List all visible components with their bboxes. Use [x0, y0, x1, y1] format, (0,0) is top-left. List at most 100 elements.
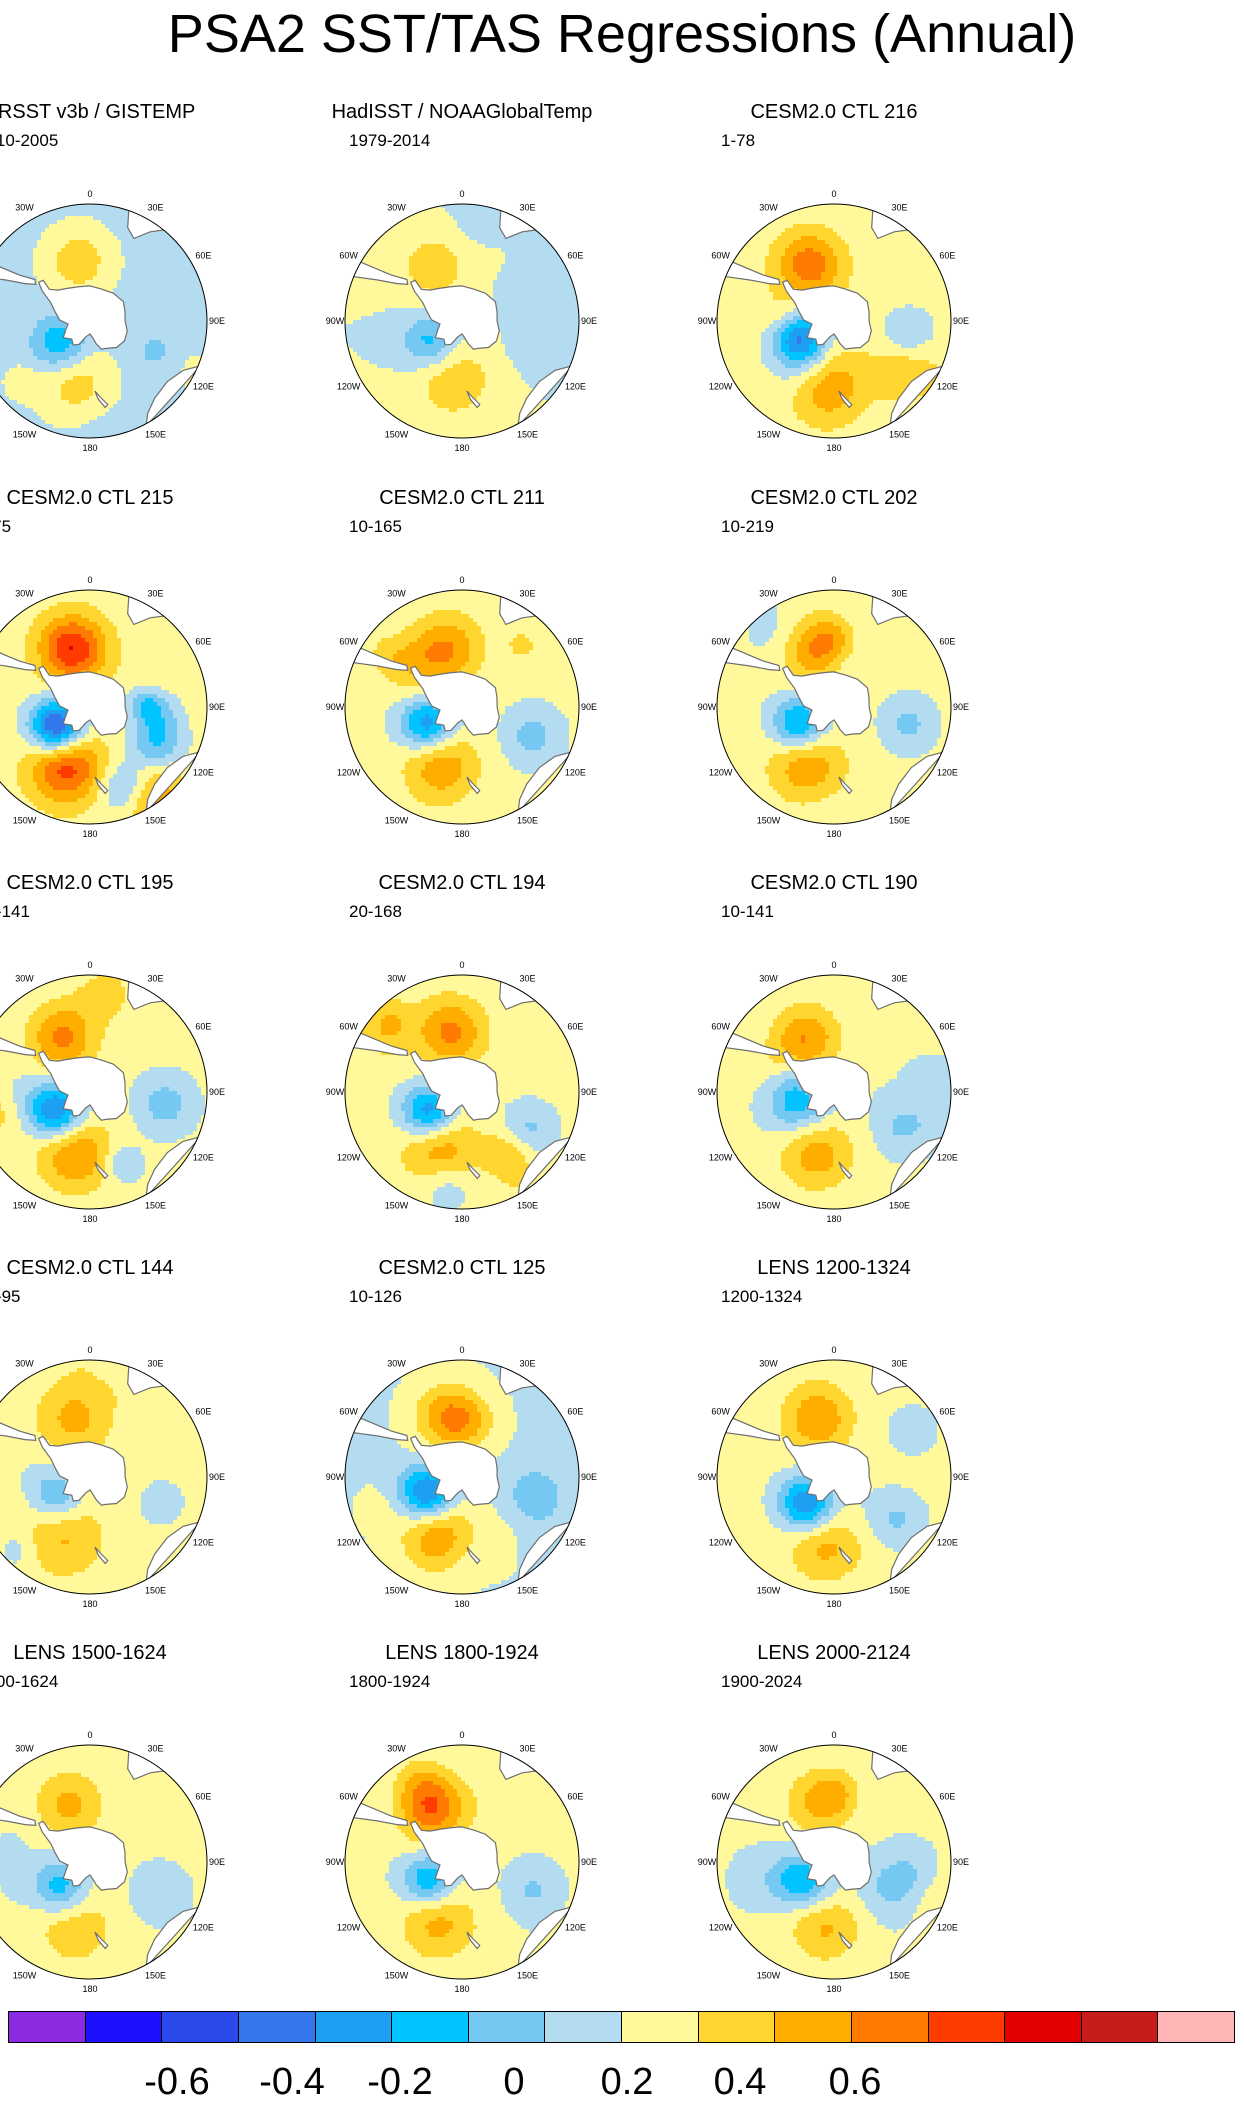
colorbar-swatch [850, 2011, 929, 2043]
panel-title: ERSST v3b / GISTEMP [0, 100, 253, 124]
main-title: PSA2 SST/TAS Regressions (Annual) [0, 2, 1244, 66]
longitude-label: 0 [87, 189, 92, 199]
longitude-label: 150E [517, 815, 538, 825]
longitude-label: 150W [385, 815, 409, 825]
map-boundary [716, 974, 952, 1210]
longitude-label: 30W [387, 1359, 406, 1369]
longitude-label: 150W [13, 1970, 37, 1980]
longitude-label: 150E [517, 1585, 538, 1595]
south-america-landmass [0, 1031, 37, 1057]
longitude-label: 120W [709, 768, 733, 778]
map-panel: LENS 1800-1924 1800-1924 0 30E 60E 90E 120E 150… [299, 1641, 713, 2024]
longitude-label: 150W [385, 1970, 409, 1980]
longitude-label: 0 [459, 189, 464, 199]
panel-period: 1-75 [0, 517, 11, 537]
colorbar-swatch [1157, 2011, 1235, 2043]
panel-title: CESM2.0 CTL 211 [299, 486, 625, 510]
longitude-label: 30E [891, 1744, 907, 1754]
longitude-label: 30E [147, 1359, 163, 1369]
longitude-label: 120E [193, 1923, 214, 1933]
colorbar-swatch [774, 2011, 852, 2043]
longitude-label: 60W [711, 1792, 730, 1802]
longitude-label: 30W [759, 589, 778, 599]
panel-period: 1-78 [721, 131, 755, 151]
longitude-label: 150W [13, 1200, 37, 1210]
map-boundary [344, 974, 580, 1210]
longitude-label: 90E [581, 1857, 597, 1867]
panel-title: CESM2.0 CTL 216 [671, 100, 997, 124]
longitude-label: 30W [15, 203, 34, 213]
longitude-label: 150W [757, 1200, 781, 1210]
antarctica-landmass [37, 1820, 128, 1891]
longitude-label: 60E [939, 637, 955, 647]
longitude-label: 60W [711, 637, 730, 647]
south-america-landmass [350, 1801, 409, 1827]
panel-period: 10-126 [349, 1287, 402, 1307]
longitude-label: 30E [147, 589, 163, 599]
antarctica-landmass [409, 665, 500, 736]
colorbar-tick-label: -0.6 [117, 2060, 237, 2104]
colorbar-swatch [314, 2011, 393, 2043]
longitude-label: 120W [709, 1153, 733, 1163]
panel-title: LENS 1800-1924 [299, 1641, 625, 1665]
panel-title: CESM2.0 CTL 215 [0, 486, 253, 510]
longitude-label: 60W [339, 1407, 358, 1417]
south-america-landmass [0, 646, 37, 672]
longitude-label: 60W [339, 637, 358, 647]
anomaly-field [345, 975, 579, 1209]
longitude-label: 30E [147, 974, 163, 984]
map-boundary [0, 1359, 208, 1595]
longitude-label: 30E [519, 1744, 535, 1754]
longitude-label: 90E [953, 316, 969, 326]
south-america-landmass [0, 1416, 37, 1442]
colorbar [8, 2011, 1235, 2045]
longitude-label: 150E [889, 1200, 910, 1210]
longitude-label: 150E [145, 815, 166, 825]
map-panel: CESM2.0 CTL 202 10-219 0 30E 60E 90E 120E 150E 1… [671, 486, 1085, 869]
colorbar-tick-label: 0.4 [680, 2060, 800, 2104]
longitude-label: 0 [831, 1730, 836, 1740]
longitude-label: 90E [581, 1472, 597, 1482]
longitude-label: 90E [953, 702, 969, 712]
south-america-landmass [0, 260, 37, 286]
longitude-label: 120E [565, 1923, 586, 1933]
longitude-label: 60E [939, 1792, 955, 1802]
south-america-landmass [722, 646, 781, 672]
longitude-label: 150E [889, 1585, 910, 1595]
longitude-label: 60E [567, 1792, 583, 1802]
longitude-label: 180 [82, 443, 97, 453]
longitude-label: 120E [937, 768, 958, 778]
colorbar-tick-label: -0.4 [232, 2060, 352, 2104]
map-boundary [344, 1744, 580, 1980]
longitude-label: 150E [517, 1200, 538, 1210]
longitude-label: 120E [193, 768, 214, 778]
longitude-label: 90W [326, 1857, 345, 1867]
antarctica-landmass [409, 1435, 500, 1506]
longitude-label: 180 [826, 829, 841, 839]
longitude-label: 120W [337, 382, 361, 392]
longitude-label: 120E [937, 382, 958, 392]
panel-title: HadISST / NOAAGlobalTemp [299, 100, 625, 124]
panel-title: CESM2.0 CTL 195 [0, 871, 253, 895]
map-boundary [344, 203, 580, 439]
longitude-label: 150W [757, 1585, 781, 1595]
longitude-label: 30E [519, 974, 535, 984]
new-zealand-landmass [838, 390, 853, 409]
longitude-label: 150W [13, 429, 37, 439]
longitude-label: 120W [709, 382, 733, 392]
longitude-label: 180 [454, 443, 469, 453]
map-boundary [716, 1359, 952, 1595]
map-panel: LENS 2000-2124 1900-2024 0 30E 60E 90E 120E 150… [671, 1641, 1085, 2024]
longitude-label: 60W [711, 1407, 730, 1417]
colorbar-swatch [467, 2011, 546, 2043]
longitude-label: 30W [387, 589, 406, 599]
new-zealand-landmass [838, 1931, 853, 1950]
colorbar-swatch [621, 2011, 699, 2043]
longitude-label: 180 [454, 829, 469, 839]
map-panel: LENS 1200-1324 1200-1324 0 30E 60E 90E 120E 150… [671, 1256, 1085, 1639]
